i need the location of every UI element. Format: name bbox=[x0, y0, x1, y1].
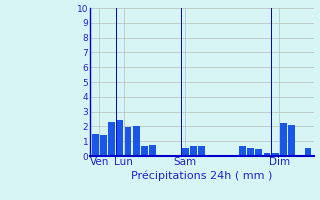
Bar bbox=[108, 122, 115, 156]
Bar bbox=[141, 146, 148, 156]
Bar bbox=[280, 123, 287, 156]
Bar bbox=[149, 145, 156, 156]
Bar bbox=[133, 126, 140, 156]
Bar bbox=[198, 146, 205, 156]
Bar bbox=[305, 148, 311, 156]
Bar bbox=[100, 135, 107, 156]
Bar bbox=[125, 127, 132, 156]
Bar bbox=[239, 146, 246, 156]
Bar bbox=[92, 134, 99, 156]
Bar bbox=[272, 153, 278, 156]
Bar bbox=[255, 149, 262, 156]
Bar bbox=[182, 148, 188, 156]
Bar bbox=[190, 146, 197, 156]
Bar bbox=[264, 153, 270, 156]
X-axis label: Précipitations 24h ( mm ): Précipitations 24h ( mm ) bbox=[131, 170, 272, 181]
Bar bbox=[288, 125, 295, 156]
Bar bbox=[247, 148, 254, 156]
Bar bbox=[116, 120, 123, 156]
